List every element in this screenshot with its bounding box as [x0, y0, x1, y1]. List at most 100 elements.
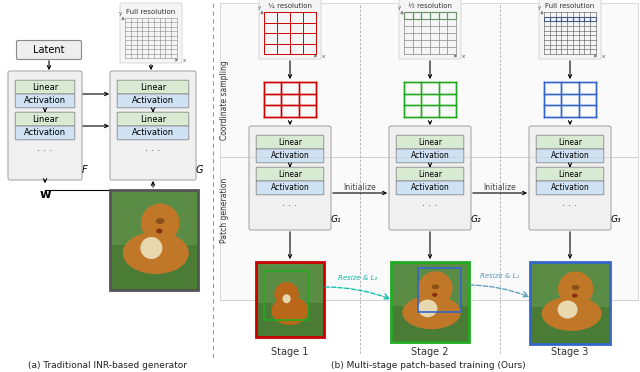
Text: G₂: G₂ — [471, 215, 482, 224]
FancyBboxPatch shape — [15, 80, 75, 94]
FancyBboxPatch shape — [399, 0, 461, 59]
FancyBboxPatch shape — [120, 3, 182, 63]
FancyBboxPatch shape — [249, 126, 331, 230]
Text: Activation: Activation — [411, 151, 449, 160]
FancyBboxPatch shape — [539, 0, 601, 59]
FancyBboxPatch shape — [396, 135, 464, 149]
Bar — [530, 262, 610, 344]
Ellipse shape — [432, 293, 437, 297]
Text: (b) Multi-stage patch-based training (Ours): (b) Multi-stage patch-based training (Ou… — [331, 360, 525, 369]
Text: · · ·: · · · — [422, 201, 438, 211]
Text: y: y — [397, 4, 401, 10]
Text: Activation: Activation — [132, 128, 174, 137]
FancyBboxPatch shape — [259, 0, 321, 59]
Circle shape — [275, 282, 299, 307]
Text: · · ·: · · · — [282, 201, 298, 211]
Bar — [550, 17, 556, 21]
Bar — [256, 262, 324, 337]
Ellipse shape — [431, 285, 439, 289]
Bar — [544, 82, 596, 117]
Text: ½ resolution: ½ resolution — [408, 3, 452, 9]
Bar — [530, 262, 610, 344]
Text: Linear: Linear — [278, 138, 302, 147]
Text: w: w — [39, 187, 51, 201]
Text: Linear: Linear — [418, 138, 442, 147]
Bar — [573, 17, 579, 21]
Bar — [419, 269, 461, 312]
Text: · · ·: · · · — [145, 146, 161, 156]
Text: Activation: Activation — [24, 128, 66, 137]
Bar — [590, 17, 596, 21]
Text: Stage 3: Stage 3 — [551, 347, 589, 357]
Ellipse shape — [156, 218, 164, 224]
Ellipse shape — [418, 299, 437, 317]
Bar — [530, 307, 610, 344]
FancyBboxPatch shape — [117, 80, 189, 94]
FancyBboxPatch shape — [256, 167, 324, 181]
FancyBboxPatch shape — [17, 41, 81, 60]
Bar — [413, 12, 421, 19]
Text: Linear: Linear — [140, 115, 166, 124]
Ellipse shape — [156, 228, 163, 234]
Text: y: y — [538, 4, 541, 10]
FancyBboxPatch shape — [15, 94, 75, 108]
Text: Activation: Activation — [411, 183, 449, 192]
Text: Stage 2: Stage 2 — [412, 347, 449, 357]
Text: G₃: G₃ — [611, 215, 621, 224]
FancyBboxPatch shape — [110, 71, 196, 180]
Circle shape — [141, 203, 179, 243]
Text: · · ·: · · · — [563, 201, 578, 211]
Ellipse shape — [271, 296, 308, 325]
Text: Initialize: Initialize — [484, 183, 516, 192]
Text: Activation: Activation — [271, 183, 309, 192]
Text: Linear: Linear — [32, 115, 58, 124]
Ellipse shape — [541, 296, 602, 331]
Text: Linear: Linear — [140, 83, 166, 92]
Text: Linear: Linear — [558, 138, 582, 147]
FancyBboxPatch shape — [117, 94, 189, 108]
Text: Activation: Activation — [24, 96, 66, 105]
Bar — [220, 3, 638, 157]
Text: y: y — [118, 10, 122, 16]
Bar — [110, 190, 198, 290]
FancyBboxPatch shape — [117, 112, 189, 126]
Circle shape — [558, 272, 593, 307]
FancyBboxPatch shape — [536, 135, 604, 149]
Text: · · ·: · · · — [37, 146, 52, 156]
Bar — [404, 82, 456, 117]
Text: Latent: Latent — [33, 45, 65, 55]
Bar — [391, 306, 469, 342]
Bar — [430, 12, 438, 19]
FancyBboxPatch shape — [536, 181, 604, 195]
FancyBboxPatch shape — [536, 149, 604, 163]
Text: G: G — [196, 165, 204, 175]
Bar — [264, 82, 316, 117]
Ellipse shape — [572, 285, 580, 290]
Bar — [110, 245, 198, 290]
Bar — [110, 190, 198, 290]
Text: Linear: Linear — [558, 170, 582, 179]
Circle shape — [419, 271, 452, 305]
FancyBboxPatch shape — [536, 167, 604, 181]
Text: x: x — [602, 54, 605, 58]
Bar — [391, 262, 469, 342]
Bar — [264, 271, 308, 320]
Ellipse shape — [572, 294, 578, 298]
Ellipse shape — [403, 296, 461, 329]
Text: Patch generation: Patch generation — [220, 177, 229, 243]
Text: Linear: Linear — [32, 83, 58, 92]
Text: Activation: Activation — [550, 183, 589, 192]
Text: Activation: Activation — [132, 96, 174, 105]
FancyBboxPatch shape — [8, 71, 82, 180]
Bar — [438, 12, 447, 19]
Text: Coordinate sampling: Coordinate sampling — [220, 60, 229, 140]
Text: ¼ resolution: ¼ resolution — [268, 3, 312, 9]
Text: Resize & L₂: Resize & L₂ — [480, 273, 519, 279]
Ellipse shape — [140, 237, 163, 259]
Bar — [567, 17, 573, 21]
Ellipse shape — [282, 294, 291, 303]
Text: Activation: Activation — [550, 151, 589, 160]
Text: (a) Traditional INR-based generator: (a) Traditional INR-based generator — [28, 360, 186, 369]
Text: x: x — [321, 54, 324, 58]
FancyBboxPatch shape — [396, 167, 464, 181]
